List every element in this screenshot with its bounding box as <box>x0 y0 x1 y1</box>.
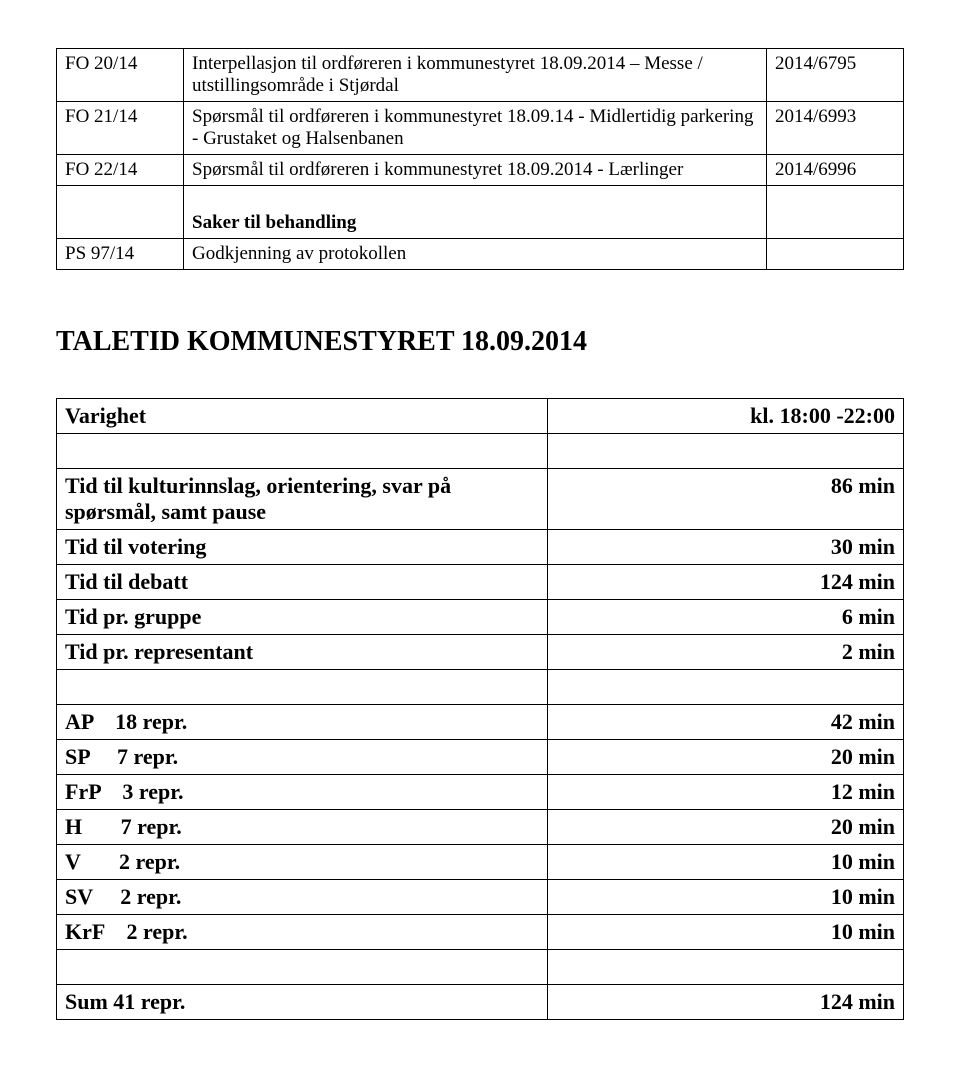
table-row: Tid til kulturinnslag, orientering, svar… <box>57 469 904 530</box>
agenda-desc: Saker til behandling <box>184 186 767 239</box>
spacer-cell <box>57 670 548 705</box>
table-row: FO 20/14Interpellasjon til ordføreren i … <box>57 49 904 102</box>
agenda-desc: Interpellasjon til ordføreren i kommunes… <box>184 49 767 102</box>
agenda-ref: 2014/6993 <box>767 102 904 155</box>
spacer-cell <box>57 434 548 469</box>
agenda-table: FO 20/14Interpellasjon til ordføreren i … <box>56 48 904 270</box>
agenda-ref <box>767 186 904 239</box>
spacer-cell <box>57 950 548 985</box>
time-value: 20 min <box>548 810 904 845</box>
time-value: 124 min <box>548 985 904 1020</box>
time-value: 10 min <box>548 915 904 950</box>
table-row: PS 97/14Godkjenning av protokollen <box>57 239 904 270</box>
time-value: kl. 18:00 -22:00 <box>548 399 904 434</box>
time-value: 42 min <box>548 705 904 740</box>
agenda-id: PS 97/14 <box>57 239 184 270</box>
time-label: H 7 repr. <box>57 810 548 845</box>
spacer-cell <box>548 950 904 985</box>
table-row: Tid pr. gruppe6 min <box>57 600 904 635</box>
time-table-body: Varighetkl. 18:00 -22:00 Tid til kulturi… <box>57 399 904 1020</box>
time-label: Tid pr. gruppe <box>57 600 548 635</box>
agenda-id <box>57 186 184 239</box>
agenda-desc: Godkjenning av protokollen <box>184 239 767 270</box>
table-row: Tid pr. representant2 min <box>57 635 904 670</box>
time-value: 30 min <box>548 530 904 565</box>
time-value: 2 min <box>548 635 904 670</box>
table-row: SP 7 repr.20 min <box>57 740 904 775</box>
agenda-desc: Spørsmål til ordføreren i kommunestyret … <box>184 102 767 155</box>
time-value: 10 min <box>548 845 904 880</box>
table-row: Varighetkl. 18:00 -22:00 <box>57 399 904 434</box>
agenda-id: FO 22/14 <box>57 155 184 186</box>
table-row <box>57 670 904 705</box>
time-value: 6 min <box>548 600 904 635</box>
agenda-desc: Spørsmål til ordføreren i kommunestyret … <box>184 155 767 186</box>
table-row: Tid til debatt124 min <box>57 565 904 600</box>
agenda-ref: 2014/6996 <box>767 155 904 186</box>
table-row: SV 2 repr.10 min <box>57 880 904 915</box>
time-label: FrP 3 repr. <box>57 775 548 810</box>
time-label: Tid til votering <box>57 530 548 565</box>
time-label: Sum 41 repr. <box>57 985 548 1020</box>
table-row: FO 21/14Spørsmål til ordføreren i kommun… <box>57 102 904 155</box>
time-label: Varighet <box>57 399 548 434</box>
time-label: SV 2 repr. <box>57 880 548 915</box>
time-value: 20 min <box>548 740 904 775</box>
time-value: 12 min <box>548 775 904 810</box>
time-label: AP 18 repr. <box>57 705 548 740</box>
spacer-cell <box>548 434 904 469</box>
table-row: Saker til behandling <box>57 186 904 239</box>
table-row: V 2 repr.10 min <box>57 845 904 880</box>
table-row: Tid til votering30 min <box>57 530 904 565</box>
table-row <box>57 950 904 985</box>
time-table: Varighetkl. 18:00 -22:00 Tid til kulturi… <box>56 398 904 1020</box>
table-row: Sum 41 repr.124 min <box>57 985 904 1020</box>
table-row: FrP 3 repr.12 min <box>57 775 904 810</box>
time-value: 124 min <box>548 565 904 600</box>
time-label: Tid pr. representant <box>57 635 548 670</box>
spacer-cell <box>548 670 904 705</box>
agenda-ref <box>767 239 904 270</box>
agenda-id: FO 20/14 <box>57 49 184 102</box>
time-label: SP 7 repr. <box>57 740 548 775</box>
time-value: 10 min <box>548 880 904 915</box>
table-row: H 7 repr.20 min <box>57 810 904 845</box>
section-heading: TALETID KOMMUNESTYRET 18.09.2014 <box>56 326 904 358</box>
agenda-table-body: FO 20/14Interpellasjon til ordføreren i … <box>57 49 904 270</box>
table-row: FO 22/14Spørsmål til ordføreren i kommun… <box>57 155 904 186</box>
time-label: V 2 repr. <box>57 845 548 880</box>
time-label: Tid til debatt <box>57 565 548 600</box>
agenda-id: FO 21/14 <box>57 102 184 155</box>
table-row: AP 18 repr.42 min <box>57 705 904 740</box>
agenda-ref: 2014/6795 <box>767 49 904 102</box>
time-label: Tid til kulturinnslag, orientering, svar… <box>57 469 548 530</box>
table-row <box>57 434 904 469</box>
time-label: KrF 2 repr. <box>57 915 548 950</box>
table-row: KrF 2 repr.10 min <box>57 915 904 950</box>
time-value: 86 min <box>548 469 904 530</box>
